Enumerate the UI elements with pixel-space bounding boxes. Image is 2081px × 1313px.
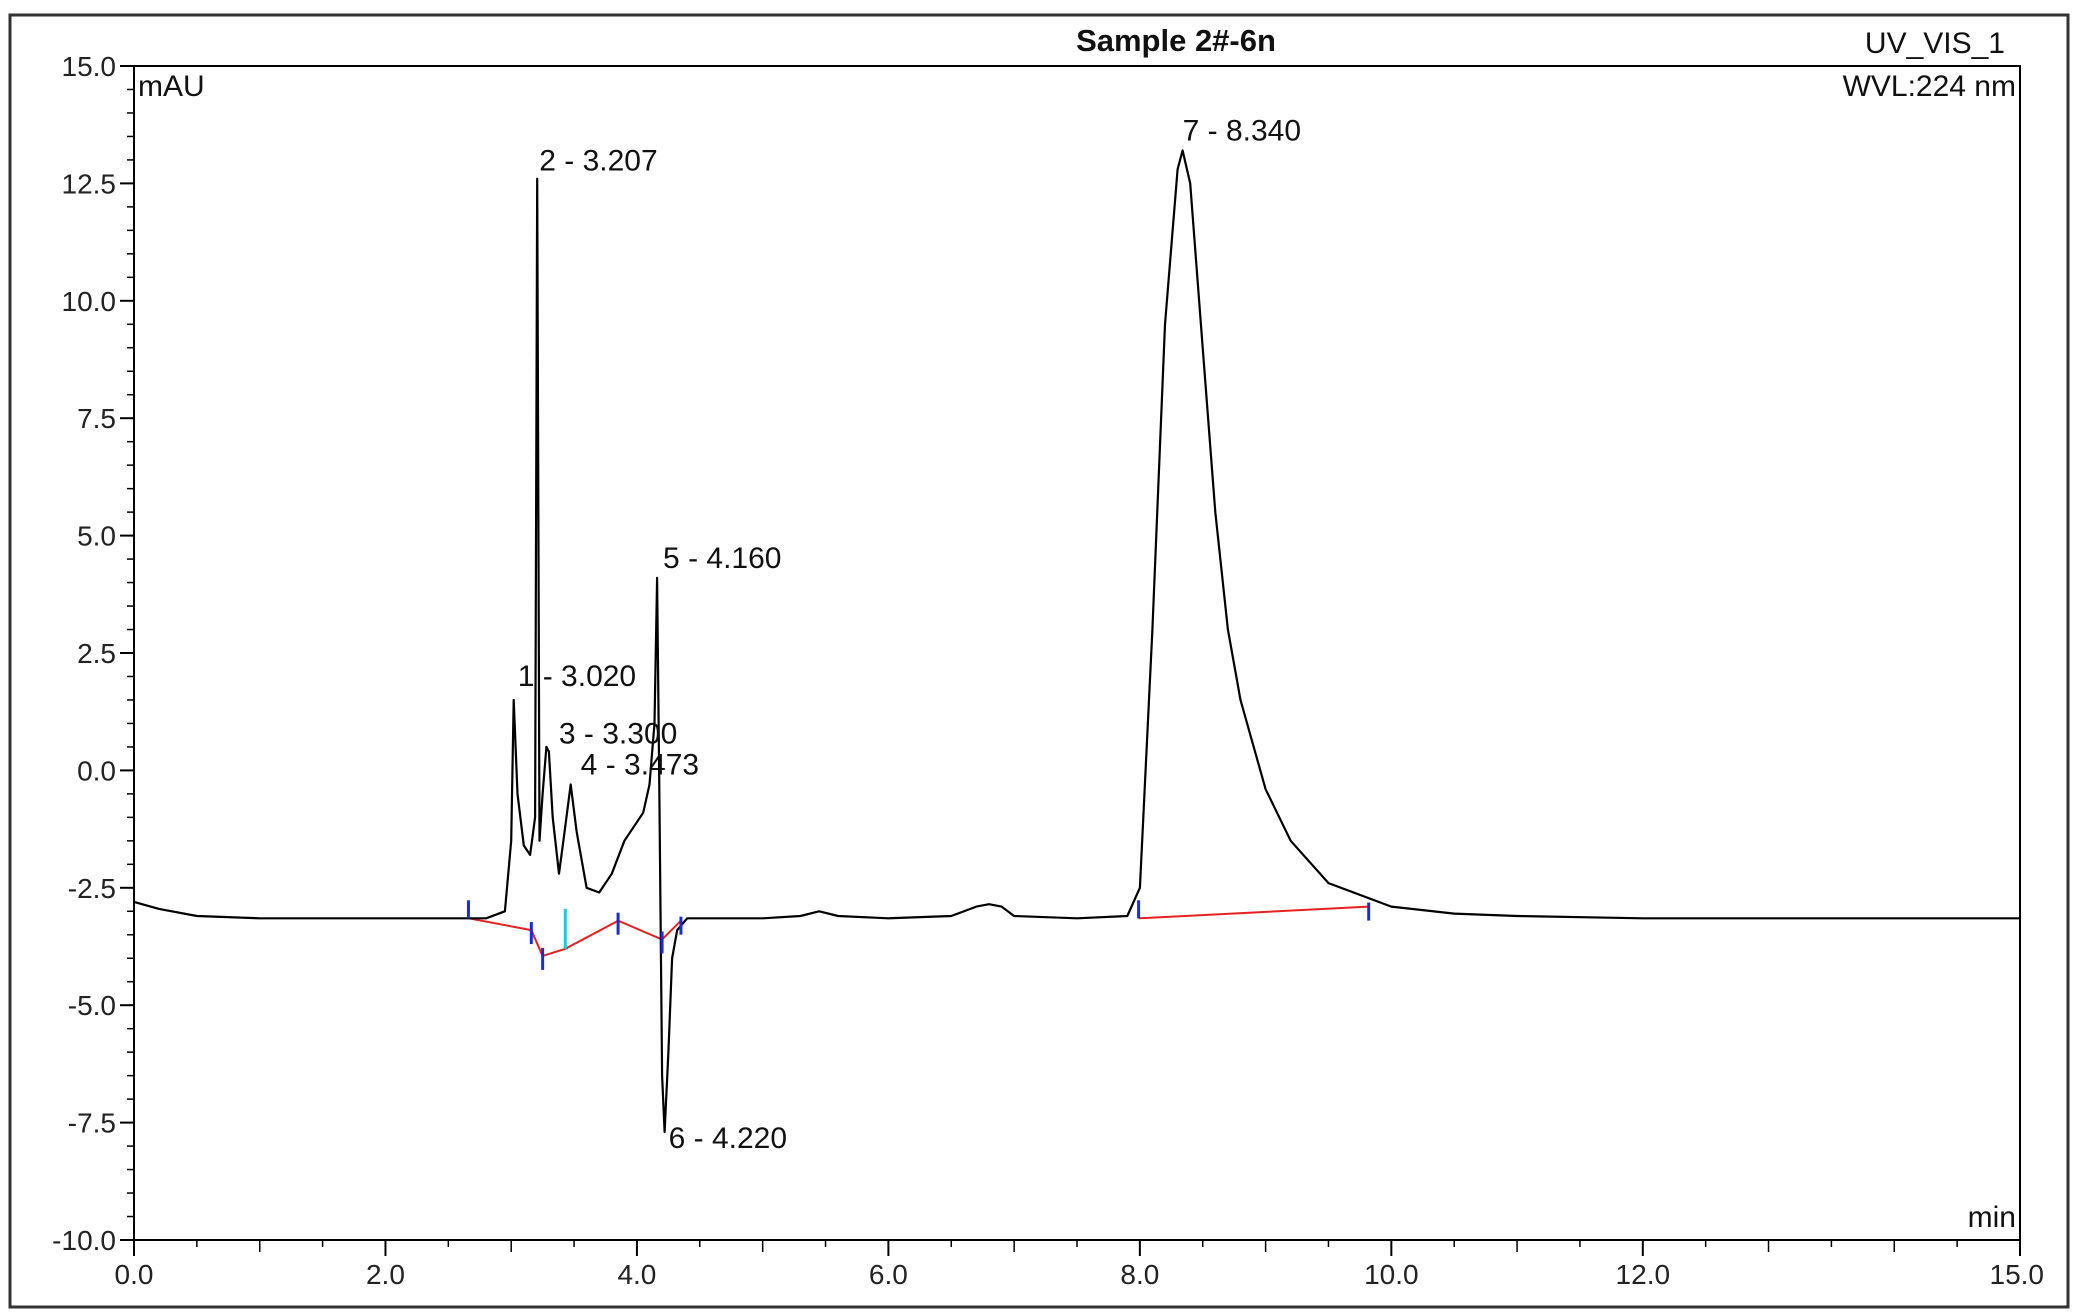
integration-baselines [468, 905, 1369, 958]
x-tick-label: 0.0 [115, 1259, 154, 1290]
x-axis-label: min [1968, 1201, 2016, 1234]
y-axis-label: mAU [138, 70, 205, 103]
figure-frame [8, 13, 2070, 1309]
channel-label: UV_VIS_1 [1865, 27, 2005, 60]
peak-label: 4 - 3.473 [581, 748, 699, 781]
x-tick-label: 6.0 [869, 1259, 908, 1290]
y-tick-label: 15.0 [62, 51, 117, 82]
peak-label: 3 - 3.300 [559, 718, 677, 751]
x-axis: 0.0 2.0 4.0 6.0 8.0 10.0 12.0 15.0 [115, 1240, 2044, 1290]
signal-series-line [133, 149, 2020, 1134]
x-tick-label: 2.0 [366, 1259, 405, 1290]
y-tick-label: 5.0 [77, 521, 116, 552]
peak-label: 5 - 4.160 [663, 542, 781, 575]
y-tick-label: 12.5 [62, 168, 117, 199]
peak-label: 6 - 4.220 [669, 1122, 787, 1155]
integration-baseline [1138, 905, 1369, 920]
y-tick-label: -2.5 [68, 873, 116, 904]
y-tick-label: 0.0 [77, 755, 116, 786]
peak-boundary-markers [466, 900, 1371, 970]
peak-label: 1 - 3.020 [518, 660, 636, 693]
wavelength-label: WVL:224 nm [1843, 70, 2016, 103]
x-tick-label: 12.0 [1616, 1259, 1671, 1290]
x-tick-label: 10.0 [1364, 1259, 1419, 1290]
plot-area-frame [133, 65, 2021, 1241]
x-tick-label: 8.0 [1120, 1259, 1159, 1290]
y-tick-label: 7.5 [77, 403, 116, 434]
x-tick-label: 15.0 [1990, 1259, 2045, 1290]
y-tick-label: -7.5 [68, 1108, 116, 1139]
integration-baseline [617, 919, 682, 941]
x-tick-label: 4.0 [617, 1259, 656, 1290]
y-axis: 15.0 12.5 10.0 7.5 5.0 2.5 0.0 -2.5 -5.0 -7.5 -10.… [52, 51, 134, 1256]
y-tick-label: -10.0 [52, 1225, 116, 1256]
y-tick-label: -5.0 [68, 990, 116, 1021]
y-tick-label: 2.5 [77, 638, 116, 669]
peak-label: 2 - 3.207 [539, 145, 657, 178]
chart-title: Sample 2#-6n [1076, 23, 1276, 58]
peak-label: 7 - 8.340 [1183, 115, 1301, 148]
y-tick-label: 10.0 [62, 286, 117, 317]
